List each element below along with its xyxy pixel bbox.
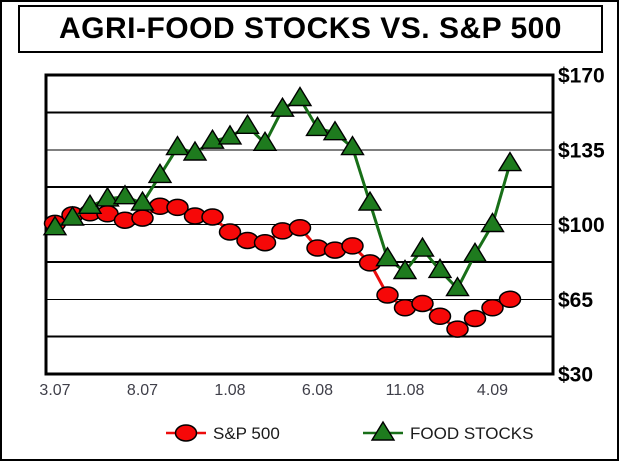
food-stocks-marker bbox=[182, 140, 208, 161]
food-stocks-marker bbox=[357, 190, 383, 211]
s-p-500-marker bbox=[358, 254, 382, 272]
food-stocks-marker bbox=[322, 120, 348, 141]
food-stocks-marker bbox=[95, 186, 120, 207]
circle-marker-icon bbox=[174, 424, 198, 442]
y-tick-label: $135 bbox=[558, 139, 605, 162]
s-p-500-marker bbox=[481, 299, 504, 317]
food-stocks-marker bbox=[375, 246, 400, 267]
food-stocks-marker bbox=[287, 86, 313, 107]
y-tick-label: $170 bbox=[558, 65, 605, 88]
food-stocks-marker bbox=[392, 259, 418, 280]
s-p-500-marker bbox=[253, 233, 277, 252]
x-tick-label: 8.07 bbox=[127, 382, 158, 399]
y-tick-label: $65 bbox=[558, 289, 593, 312]
s-p-500-marker bbox=[288, 218, 312, 237]
s-p-500-marker bbox=[376, 286, 399, 304]
food-stocks-marker bbox=[252, 130, 278, 151]
legend-label-food-stocks: FOOD STOCKS bbox=[410, 424, 533, 443]
food-stocks-marker bbox=[427, 258, 453, 279]
food-stocks-marker bbox=[77, 193, 103, 214]
s-p-500-marker bbox=[411, 294, 434, 313]
s-p-500-marker bbox=[201, 208, 224, 226]
chart-title: AGRI-FOOD STOCKS VS. S&P 500 bbox=[58, 12, 562, 45]
food-stocks-marker bbox=[235, 113, 260, 134]
food-stocks-marker bbox=[340, 135, 365, 156]
legend-label-s-p-500: S&P 500 bbox=[213, 424, 280, 443]
food-stocks-marker bbox=[60, 205, 85, 226]
food-stocks-marker bbox=[480, 212, 505, 233]
food-stocks-marker bbox=[445, 276, 470, 297]
food-stocks-marker bbox=[147, 163, 173, 184]
food-stocks-marker bbox=[200, 128, 225, 149]
s-p-500-marker bbox=[131, 209, 154, 227]
x-tick-label: 4.09 bbox=[477, 382, 508, 399]
y-tick-label: $30 bbox=[558, 364, 593, 387]
triangle-marker-icon bbox=[370, 420, 396, 441]
s-p-500-marker bbox=[341, 237, 364, 255]
legend-item-food-stocks: FOOD STOCKS bbox=[363, 420, 533, 443]
food-stocks-marker bbox=[130, 190, 155, 211]
food-stocks-marker bbox=[217, 124, 243, 145]
legend-item-s-p-500: S&P 500 bbox=[166, 424, 280, 443]
food-stocks-marker bbox=[165, 135, 190, 156]
y-tick-label: $100 bbox=[558, 214, 605, 237]
s-p-500-marker bbox=[428, 307, 452, 326]
food-stocks-marker bbox=[270, 96, 295, 117]
s-p-500-marker bbox=[166, 198, 189, 217]
s-p-500-marker bbox=[498, 290, 522, 309]
food-stocks-marker bbox=[305, 116, 330, 137]
chart-title-box: AGRI-FOOD STOCKS VS. S&P 500 bbox=[18, 5, 603, 53]
s-p-500-marker bbox=[446, 320, 469, 338]
x-tick-label: 11.08 bbox=[386, 382, 425, 399]
food-stocks-marker bbox=[410, 236, 435, 257]
x-tick-label: 1.08 bbox=[214, 382, 245, 399]
s-p-500-marker bbox=[463, 309, 487, 328]
s-p-500-marker bbox=[218, 223, 242, 241]
x-tick-label: 3.07 bbox=[39, 382, 70, 399]
food-stocks-marker bbox=[112, 184, 138, 205]
food-stocks-marker bbox=[497, 151, 523, 172]
x-tick-label: 6.08 bbox=[302, 382, 333, 399]
food-stocks-marker bbox=[462, 242, 488, 263]
